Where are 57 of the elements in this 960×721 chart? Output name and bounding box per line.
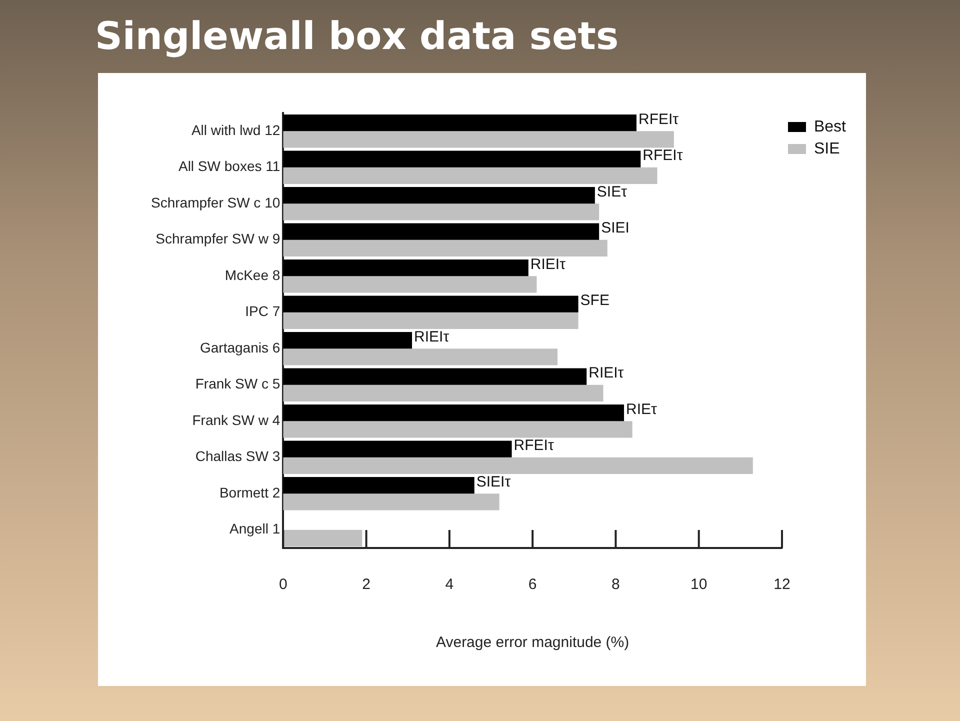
y-tick-label: McKee 8 bbox=[224, 266, 280, 283]
bar bbox=[283, 332, 412, 349]
y-tick-label: Schrampfer SW c 10 bbox=[150, 194, 280, 210]
data-label: SIEIτ bbox=[476, 473, 511, 490]
bar bbox=[283, 384, 604, 402]
bar bbox=[283, 114, 636, 132]
bar bbox=[283, 440, 512, 458]
x-axis-title: Average error magnitude (%) bbox=[436, 634, 630, 652]
legend-label: Best bbox=[814, 118, 847, 136]
y-tick-label: Challas SW 3 bbox=[195, 448, 280, 464]
y-tick-label: Frank SW c 5 bbox=[195, 376, 280, 392]
x-tick-label: 12 bbox=[774, 576, 790, 594]
bar bbox=[283, 312, 578, 330]
data-label: RFEIτ bbox=[514, 437, 554, 454]
y-tick-label: Gartaganis 6 bbox=[200, 339, 280, 356]
y-tick-label: All SW boxes 11 bbox=[178, 158, 280, 174]
bar bbox=[283, 494, 500, 510]
y-tick-label: Bormett 2 bbox=[219, 484, 280, 500]
bar bbox=[283, 204, 600, 220]
bar bbox=[283, 150, 641, 168]
bar bbox=[283, 131, 674, 148]
data-label: RIEτ bbox=[626, 400, 658, 418]
bar bbox=[283, 404, 624, 422]
bar bbox=[283, 368, 587, 385]
x-tick-label: 0 bbox=[278, 576, 288, 594]
y-tick-label: Frank SW w 4 bbox=[192, 412, 280, 428]
bar bbox=[283, 457, 753, 474]
data-label: SFE bbox=[580, 292, 610, 310]
bar bbox=[283, 530, 362, 547]
bar bbox=[283, 476, 474, 494]
bar bbox=[283, 223, 600, 240]
x-tick-label: 8 bbox=[612, 576, 620, 594]
data-label: RIEIτ bbox=[530, 256, 566, 273]
bar bbox=[283, 348, 558, 366]
bar bbox=[283, 167, 658, 184]
y-tick-label: All with lwd 12 bbox=[191, 122, 280, 138]
bar bbox=[283, 421, 632, 438]
x-tick-label: 2 bbox=[362, 576, 370, 594]
data-label: RIEIτ bbox=[414, 328, 450, 346]
data-label: RFEIτ bbox=[642, 147, 683, 164]
bar bbox=[283, 276, 537, 293]
chart-title: Singlewall box data sets bbox=[95, 14, 619, 58]
bar bbox=[283, 240, 608, 257]
y-tick-label: Angell 1 bbox=[230, 520, 280, 537]
x-tick-label: 10 bbox=[690, 576, 708, 594]
data-label: RFEIτ bbox=[638, 110, 679, 128]
data-label: RIEIτ bbox=[588, 364, 624, 382]
x-tick-label: 4 bbox=[445, 576, 454, 594]
bar bbox=[283, 186, 595, 204]
x-tick-label: 6 bbox=[528, 576, 537, 594]
data-label: SIEI bbox=[601, 220, 630, 237]
legend-label: SIE bbox=[814, 140, 840, 158]
y-tick-label: Schrampfer SW w 9 bbox=[156, 230, 280, 247]
bar bbox=[283, 259, 528, 276]
y-tick-label: IPC 7 bbox=[245, 303, 280, 320]
data-label: SIEτ bbox=[596, 183, 628, 200]
bar bbox=[283, 296, 578, 312]
